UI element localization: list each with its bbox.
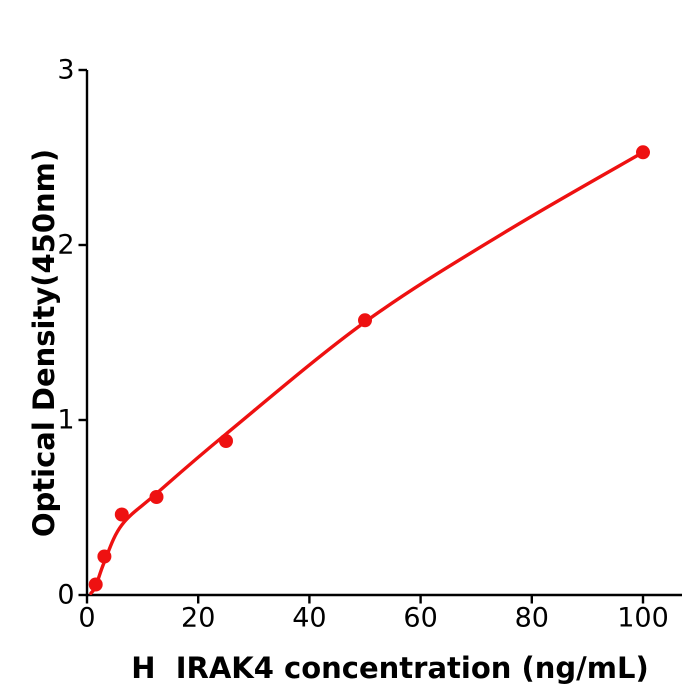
data-point (114, 507, 129, 522)
y-tick-label: 2 (57, 230, 74, 261)
data-series-layer (88, 145, 650, 595)
data-point (219, 434, 233, 448)
data-point (149, 490, 164, 504)
fit-curve (89, 150, 645, 595)
axes-layer: 0 20 40 60 80 100 0 1 2 3 (57, 55, 682, 634)
x-tick-label: 40 (292, 603, 326, 634)
y-axis-title: Optical Density(450nm) (27, 149, 61, 537)
x-tick-label: 80 (515, 603, 549, 634)
data-point (358, 313, 372, 328)
x-tick-label: 100 (617, 603, 669, 634)
data-point (88, 577, 103, 592)
x-tick-label: 20 (181, 603, 215, 634)
x-axis-title: H IRAK4 concentration (ng/mL) (131, 651, 648, 685)
data-point (97, 549, 112, 564)
x-tick-label: 60 (403, 603, 437, 634)
y-tick-label: 0 (57, 580, 74, 611)
y-tick-label: 3 (57, 55, 74, 86)
y-tick-label: 1 (57, 405, 74, 436)
data-point (636, 145, 650, 160)
x-tick-label: 0 (78, 603, 95, 634)
